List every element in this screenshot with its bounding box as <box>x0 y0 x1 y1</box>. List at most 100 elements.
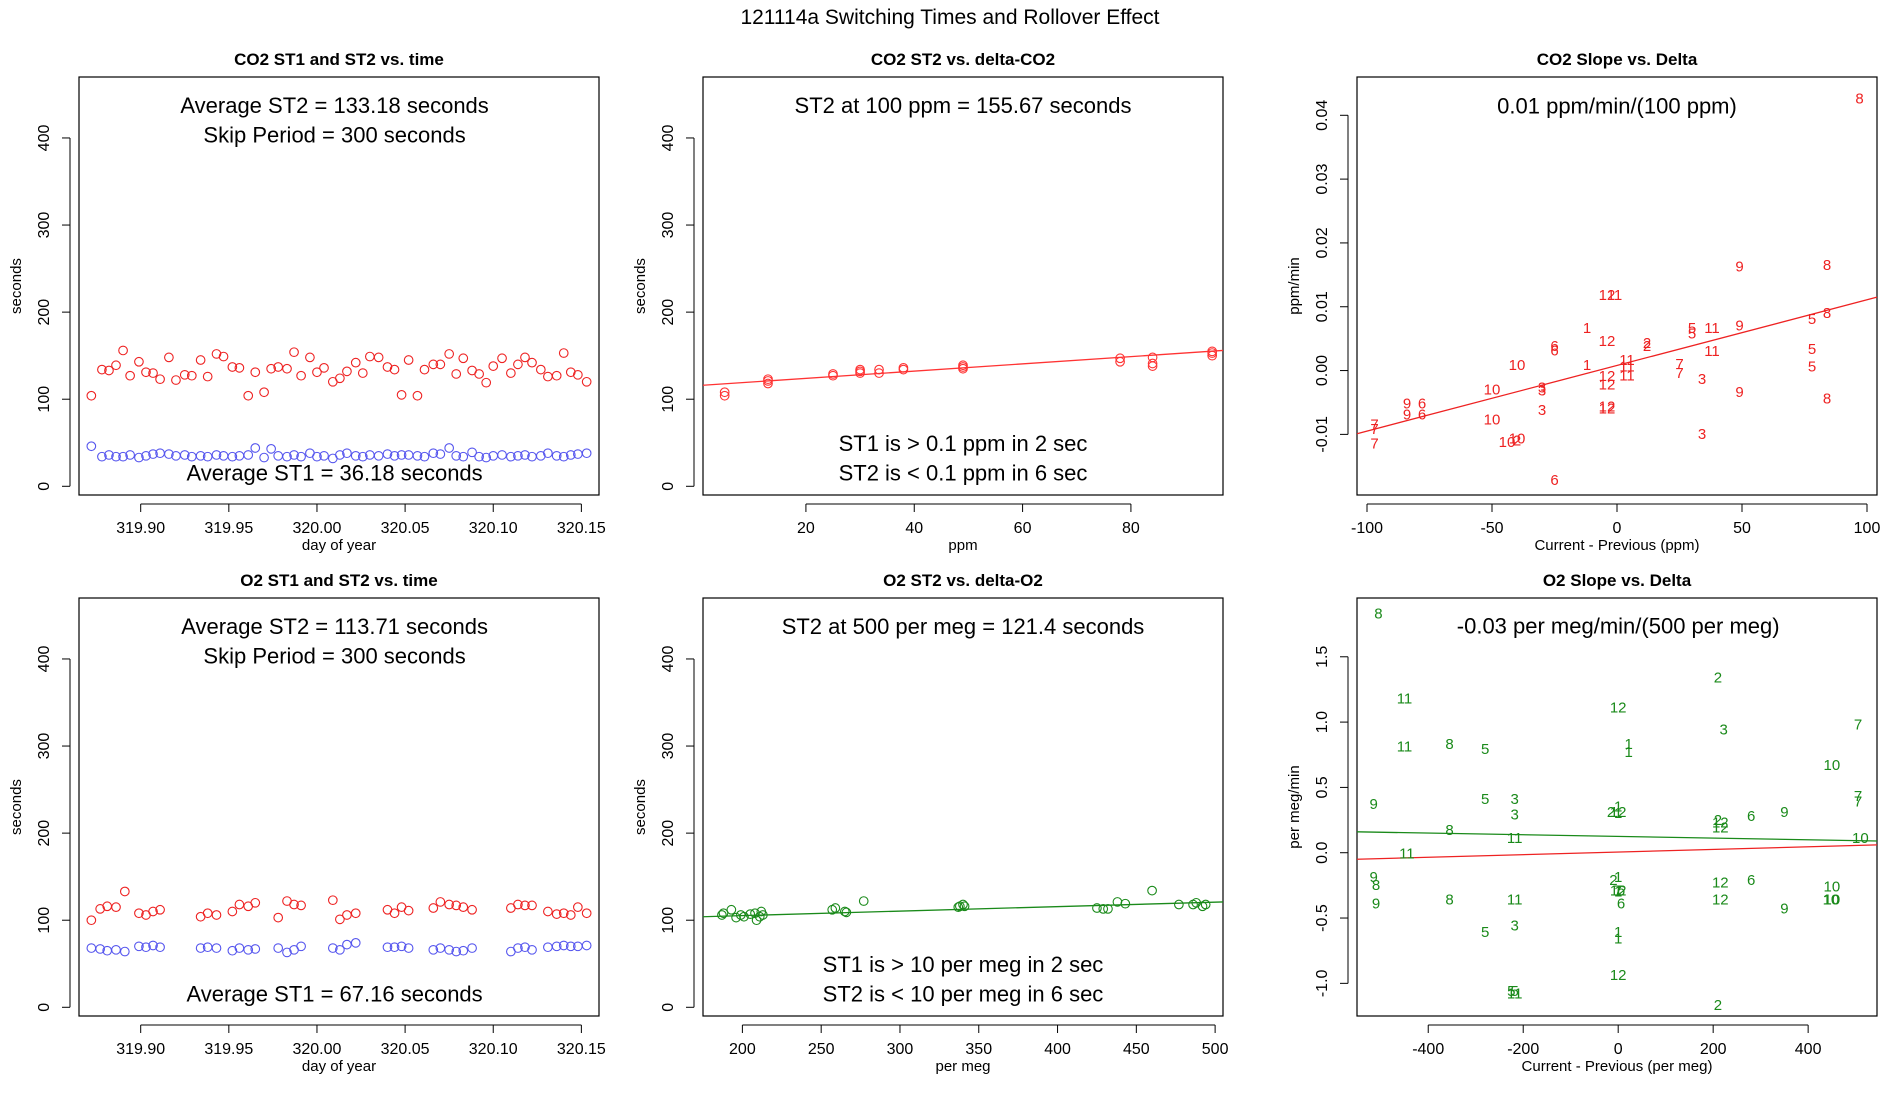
point-st1 <box>342 448 352 459</box>
x-tick-label: 50 <box>1733 520 1751 537</box>
chart-panel-1: CO2 ST1 and ST2 vs. time 319.90 319.95 320.… <box>8 50 606 554</box>
x-tick-label: 319.90 <box>116 1041 165 1058</box>
y-axis-label: seconds <box>632 258 649 314</box>
point-label: 12 <box>1610 699 1627 716</box>
point-st2 <box>451 369 462 379</box>
point-st2 <box>1120 898 1131 909</box>
point-st2 <box>718 908 729 919</box>
point-label: 6 <box>1418 406 1426 423</box>
point-st1 <box>382 449 393 459</box>
point-st2 <box>719 387 730 398</box>
point-st2 <box>435 897 446 907</box>
point-st2 <box>155 904 165 915</box>
point-label: 1 <box>1583 320 1591 337</box>
point-st2 <box>335 373 345 384</box>
point-label: 8 <box>1445 891 1453 908</box>
point-st1 <box>444 443 455 453</box>
point-st2 <box>171 375 181 385</box>
chart-annotation: ST2 is < 10 per meg in 6 sec <box>823 981 1104 1006</box>
point-st2 <box>513 359 523 370</box>
x-tick-label: 320.15 <box>557 1041 606 1058</box>
point-label: 2 <box>1643 335 1651 352</box>
point-label: 7 <box>1370 436 1378 453</box>
point-label: 5 <box>1688 320 1696 337</box>
y-tick-label: 0.0 <box>1314 842 1331 864</box>
point-st2 <box>211 910 222 920</box>
x-axis-label: day of year <box>302 1058 376 1075</box>
x-tick-label: 320.05 <box>381 520 430 537</box>
point-label: 8 <box>1374 605 1382 622</box>
point-st2 <box>218 351 229 362</box>
chart-panel-2: CO2 ST2 vs. delta-CO2 20 40 60 80 ppm 0 100 200 3… <box>632 50 1224 554</box>
point-st2 <box>350 357 361 368</box>
point-st2 <box>581 376 592 387</box>
x-tick-label: -200 <box>1507 1041 1539 1058</box>
point-st2 <box>111 360 121 371</box>
point-st1 <box>551 450 562 461</box>
y-tick-label: 0 <box>36 482 53 491</box>
point-label: 10 <box>1823 891 1840 908</box>
point-st2 <box>202 371 213 382</box>
point-st2 <box>858 896 869 906</box>
y-tick-label: 300 <box>36 212 53 239</box>
point-label: 9 <box>1780 901 1788 918</box>
point-label: 8 <box>1855 90 1863 107</box>
chart-title: CO2 Slope vs. Delta <box>1537 50 1698 69</box>
point-label: 8 <box>1823 305 1831 322</box>
point-st1 <box>250 944 261 954</box>
x-axis-label: per meg <box>935 1058 990 1075</box>
point-st1 <box>474 451 484 462</box>
y-axis-label: seconds <box>632 779 649 835</box>
point-label: 5 <box>1481 741 1489 758</box>
chart-annotation: Average ST1 = 36.18 seconds <box>186 460 482 485</box>
point-label: 6 <box>1617 895 1625 912</box>
point-st2 <box>726 904 737 915</box>
point-label: 2 <box>1607 804 1615 821</box>
point-st1 <box>134 941 144 952</box>
point-st2 <box>558 908 569 919</box>
point-label: 6 <box>1747 808 1755 825</box>
plot-frame <box>78 597 600 1017</box>
point-st2 <box>95 904 106 914</box>
point-label: 9 <box>1403 395 1411 412</box>
point-st1 <box>467 943 477 953</box>
point-st1 <box>335 450 345 460</box>
point-label: 6 <box>1617 882 1625 899</box>
point-st1 <box>520 450 530 460</box>
point-st1 <box>312 451 322 462</box>
point-st2 <box>565 367 576 378</box>
point-st2 <box>841 907 852 918</box>
y-tick-label: 100 <box>660 907 677 934</box>
point-st1 <box>350 450 361 461</box>
x-tick-label: -400 <box>1412 1041 1444 1058</box>
y-tick-label: 1.5 <box>1314 646 1331 668</box>
chart-annotation: ST1 is > 0.1 ppm in 2 sec <box>839 431 1088 456</box>
x-tick-label: 60 <box>1014 520 1032 537</box>
point-st1 <box>148 449 158 459</box>
point-st1 <box>481 452 492 463</box>
point-st2 <box>551 909 562 919</box>
point-st2 <box>119 886 130 897</box>
y-tick-label: 0.01 <box>1314 291 1331 322</box>
y-tick-label: 300 <box>660 212 677 239</box>
point-st2 <box>1092 903 1102 913</box>
point-st2 <box>506 368 516 378</box>
point-st2 <box>396 390 407 400</box>
y-axis-label: seconds <box>8 779 25 835</box>
point-st1 <box>451 450 462 461</box>
point-label: 11 <box>1619 367 1635 384</box>
point-st1 <box>148 940 158 951</box>
point-st2 <box>745 909 756 919</box>
point-label: 2 <box>1714 997 1722 1014</box>
point-st2 <box>134 908 144 919</box>
y-tick-label: 200 <box>660 299 677 326</box>
point-label: 12 <box>1610 967 1627 984</box>
chart-annotation: Average ST1 = 67.16 seconds <box>186 981 482 1006</box>
x-tick-label: 320.00 <box>292 1041 341 1058</box>
point-label: 10 <box>1824 878 1841 895</box>
point-label: 5 <box>1808 358 1816 375</box>
chart-title: O2 ST2 vs. delta-O2 <box>883 571 1043 590</box>
x-tick-label: 40 <box>905 520 923 537</box>
point-st2 <box>428 903 439 913</box>
point-label: 3 <box>1538 383 1546 400</box>
